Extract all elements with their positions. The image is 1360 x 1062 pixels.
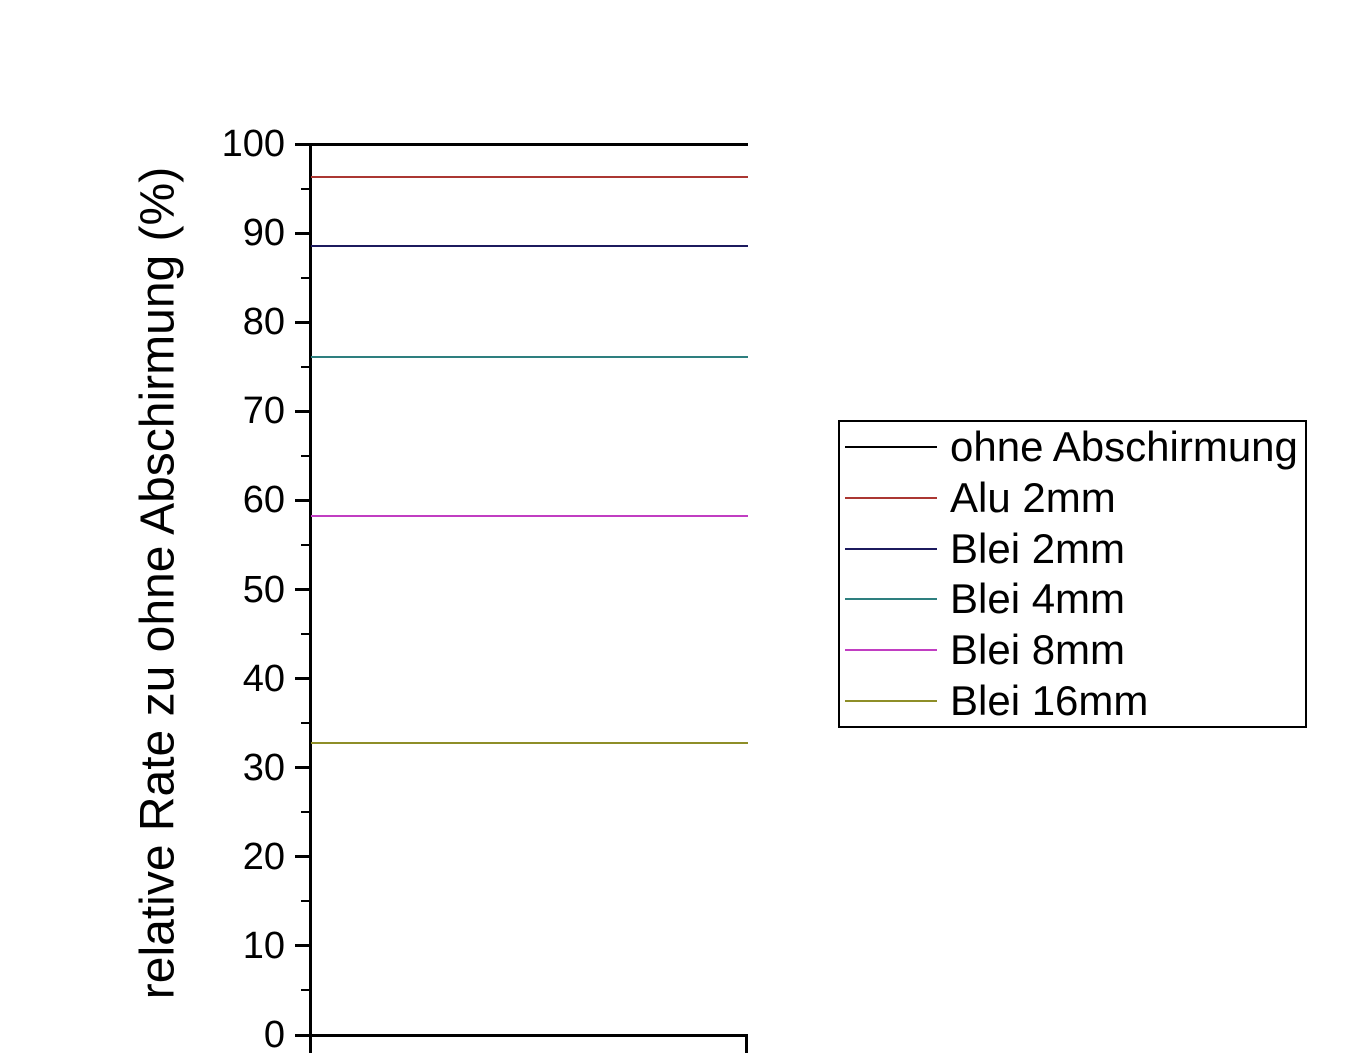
- y-minor-tick: [301, 989, 311, 992]
- y-major-tick: [295, 320, 311, 324]
- series-line: [311, 515, 748, 518]
- series-line: [311, 175, 748, 178]
- y-tick-label: 50: [242, 568, 285, 611]
- y-minor-tick: [301, 365, 311, 368]
- y-minor-tick: [301, 187, 311, 190]
- legend-box: ohne Abschirmung Alu 2mm Blei 2mm Blei 4…: [838, 420, 1307, 728]
- legend-item: Blei 2mm: [840, 523, 1305, 574]
- y-major-tick: [295, 588, 311, 591]
- y-tick-label: 0: [263, 1014, 285, 1056]
- y-major-tick: [295, 498, 311, 502]
- series-line: [311, 741, 748, 744]
- y-tick-label: 100: [221, 123, 285, 165]
- legend-item: Blei 16mm: [840, 675, 1305, 726]
- y-minor-tick: [301, 900, 311, 903]
- y-major-tick: [295, 766, 311, 770]
- y-minor-tick: [301, 722, 311, 725]
- legend-label: Alu 2mm: [950, 474, 1116, 521]
- legend-line-swatch: [845, 446, 937, 449]
- y-tick-label: 40: [242, 657, 285, 700]
- legend-label: ohne Abschirmung: [950, 423, 1298, 471]
- y-major-tick: [295, 944, 311, 948]
- y-tick-label: 80: [242, 301, 285, 344]
- legend-label: Blei 16mm: [950, 676, 1149, 724]
- legend-label: Blei 8mm: [950, 626, 1126, 674]
- legend-line-swatch: [845, 699, 937, 702]
- y-axis-line: [309, 144, 312, 1053]
- y-tick-label: 30: [242, 746, 285, 789]
- legend-line-swatch: [845, 547, 937, 550]
- y-tick-label: 60: [242, 479, 285, 522]
- legend-item: Blei 8mm: [840, 625, 1305, 676]
- x-axis-line: [309, 1034, 748, 1037]
- y-major-tick: [295, 677, 311, 681]
- y-minor-tick: [301, 276, 311, 279]
- y-major-tick: [295, 142, 311, 146]
- y-tick-label: 20: [242, 835, 285, 878]
- y-major-tick: [295, 231, 311, 235]
- y-tick-label: 90: [242, 212, 285, 255]
- x-axis-end-tick: [745, 1034, 748, 1053]
- legend-item: Alu 2mm: [840, 473, 1305, 524]
- legend-line-swatch: [845, 649, 937, 652]
- y-major-tick: [295, 855, 311, 859]
- y-tick-label: 10: [242, 924, 285, 967]
- series-line: [311, 142, 748, 146]
- y-tick-label: 70: [242, 390, 285, 433]
- y-minor-tick: [301, 633, 311, 636]
- series-line: [311, 355, 748, 358]
- y-minor-tick: [301, 543, 311, 546]
- y-minor-tick: [301, 811, 311, 814]
- legend-label: Blei 2mm: [950, 524, 1126, 572]
- legend-line-swatch: [845, 598, 937, 601]
- legend-label: Blei 4mm: [950, 575, 1126, 623]
- series-line: [311, 244, 748, 247]
- y-minor-tick: [301, 454, 311, 457]
- y-major-tick: [295, 1033, 311, 1037]
- y-major-tick: [295, 409, 311, 413]
- legend-line-swatch: [845, 497, 937, 499]
- legend-item: ohne Abschirmung: [840, 422, 1305, 473]
- legend-item: Blei 4mm: [840, 574, 1305, 625]
